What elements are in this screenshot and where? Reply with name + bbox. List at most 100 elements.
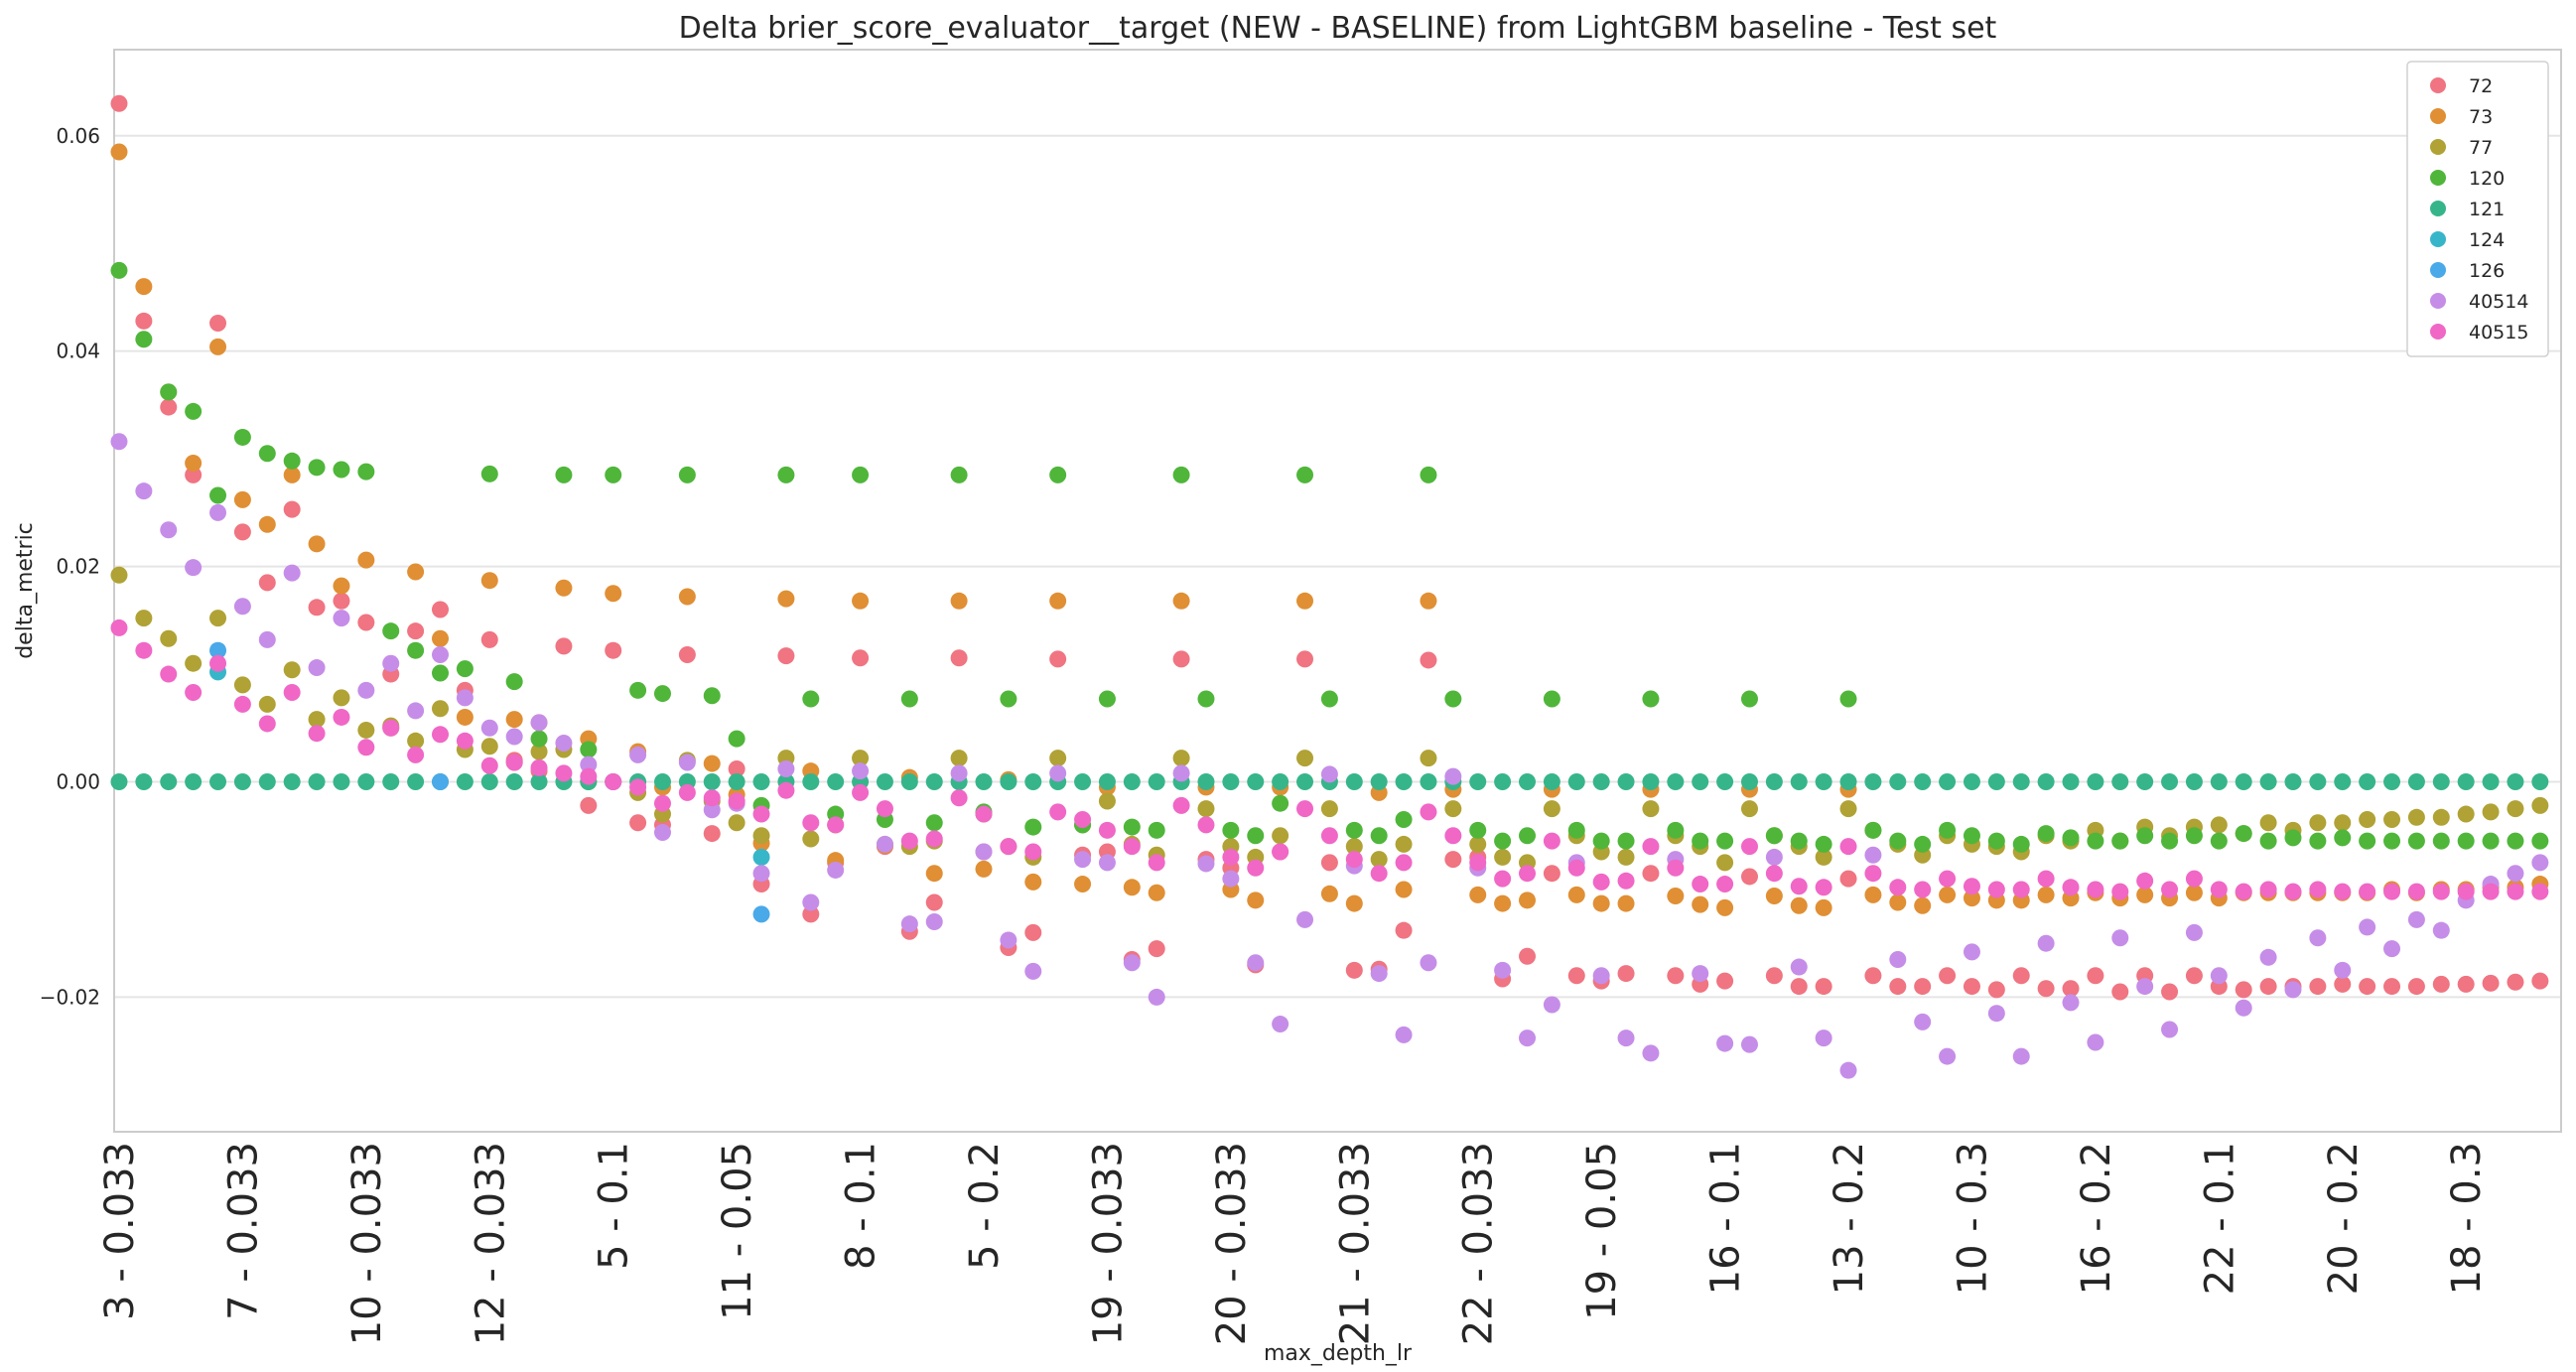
data-point [2012, 835, 2030, 853]
data-point [2136, 827, 2154, 845]
data-point [2136, 773, 2154, 791]
x-tick-label: 12 - 0.033 [468, 1142, 513, 1345]
data-point [2432, 883, 2450, 900]
data-point [1642, 800, 1660, 818]
data-point [1716, 773, 1734, 791]
data-point [209, 503, 227, 521]
data-point [900, 690, 918, 708]
data-point [876, 835, 893, 853]
data-point [1987, 981, 2005, 999]
data-point [1098, 773, 1116, 791]
data-point [1320, 827, 1338, 845]
data-point [357, 463, 375, 480]
data-point [827, 773, 845, 791]
data-point [1815, 848, 1832, 866]
data-point [605, 641, 622, 659]
x-tick-label: 20 - 0.2 [2321, 1142, 2367, 1295]
data-point [1024, 923, 1042, 941]
data-point [802, 690, 820, 708]
data-point [258, 630, 276, 648]
legend-marker [2430, 170, 2446, 186]
data-point [258, 445, 276, 463]
data-point [1939, 886, 1957, 903]
data-point [2037, 934, 2055, 952]
data-point [827, 816, 845, 834]
data-point [777, 759, 795, 777]
data-point [1395, 881, 1413, 898]
data-point [185, 454, 203, 472]
data-point [1222, 848, 1240, 866]
data-point [1123, 818, 1141, 836]
data-point [2359, 832, 2376, 850]
data-point [2012, 881, 2030, 898]
data-point [382, 719, 400, 737]
data-point [1519, 773, 1537, 791]
data-point [2383, 883, 2401, 900]
data-point [110, 261, 128, 279]
data-point [2259, 832, 2277, 850]
data-point [333, 461, 350, 479]
data-point [1914, 773, 1932, 791]
data-point [1592, 894, 1610, 912]
data-point [925, 814, 943, 832]
legend: 72 73 77 120 121 124 126 40514 40515 [2406, 61, 2549, 357]
data-point [1494, 848, 1512, 866]
data-point [2383, 810, 2401, 828]
data-point [1320, 885, 1338, 902]
data-point [1592, 773, 1610, 791]
data-point [1320, 690, 1338, 708]
data-point [1247, 773, 1265, 791]
data-point [480, 719, 498, 737]
data-point [2359, 773, 2376, 791]
data-point [2507, 973, 2524, 991]
data-point [2235, 773, 2252, 791]
data-point [283, 773, 301, 791]
data-point [2185, 827, 2203, 845]
data-point [1740, 800, 1758, 818]
data-point [2185, 870, 2203, 888]
data-point [1790, 878, 1808, 895]
data-point [852, 592, 870, 610]
data-point [1765, 865, 1783, 883]
data-point [728, 792, 746, 810]
data-point [802, 905, 820, 923]
x-tick-label: 19 - 0.05 [1579, 1142, 1625, 1320]
data-point [605, 585, 622, 603]
x-tick-label: 13 - 0.2 [1827, 1142, 1872, 1295]
legend-label: 124 [2469, 229, 2505, 251]
data-point [1444, 690, 1462, 708]
x-tick-label: 19 - 0.033 [1085, 1142, 1131, 1345]
data-point [1197, 773, 1215, 791]
data-point [1963, 773, 1980, 791]
data-point [1543, 690, 1560, 708]
data-point [629, 814, 647, 832]
data-point [653, 773, 671, 791]
data-point [480, 756, 498, 774]
data-point [900, 915, 918, 933]
data-point [1049, 466, 1067, 483]
data-point [555, 764, 573, 782]
data-point [1567, 859, 1585, 877]
data-point [703, 687, 721, 705]
data-point [283, 452, 301, 470]
data-point [1395, 921, 1413, 939]
data-point [1815, 898, 1832, 916]
data-point [308, 535, 326, 553]
data-point [1740, 773, 1758, 791]
data-point [2111, 929, 2129, 947]
data-point [2087, 773, 2104, 791]
data-point [1197, 816, 1215, 834]
data-point [308, 599, 326, 617]
data-point [1939, 1047, 1957, 1065]
data-point [1765, 848, 1783, 866]
x-axis-label: max_depth_lr [1264, 1341, 1413, 1366]
data-point [382, 622, 400, 640]
data-point [1939, 870, 1957, 888]
data-point [209, 314, 227, 332]
data-point [432, 773, 450, 791]
data-point [2235, 981, 2252, 999]
data-point [110, 94, 128, 112]
data-point [1395, 854, 1413, 872]
data-point [1864, 967, 1882, 985]
data-point [2185, 923, 2203, 941]
